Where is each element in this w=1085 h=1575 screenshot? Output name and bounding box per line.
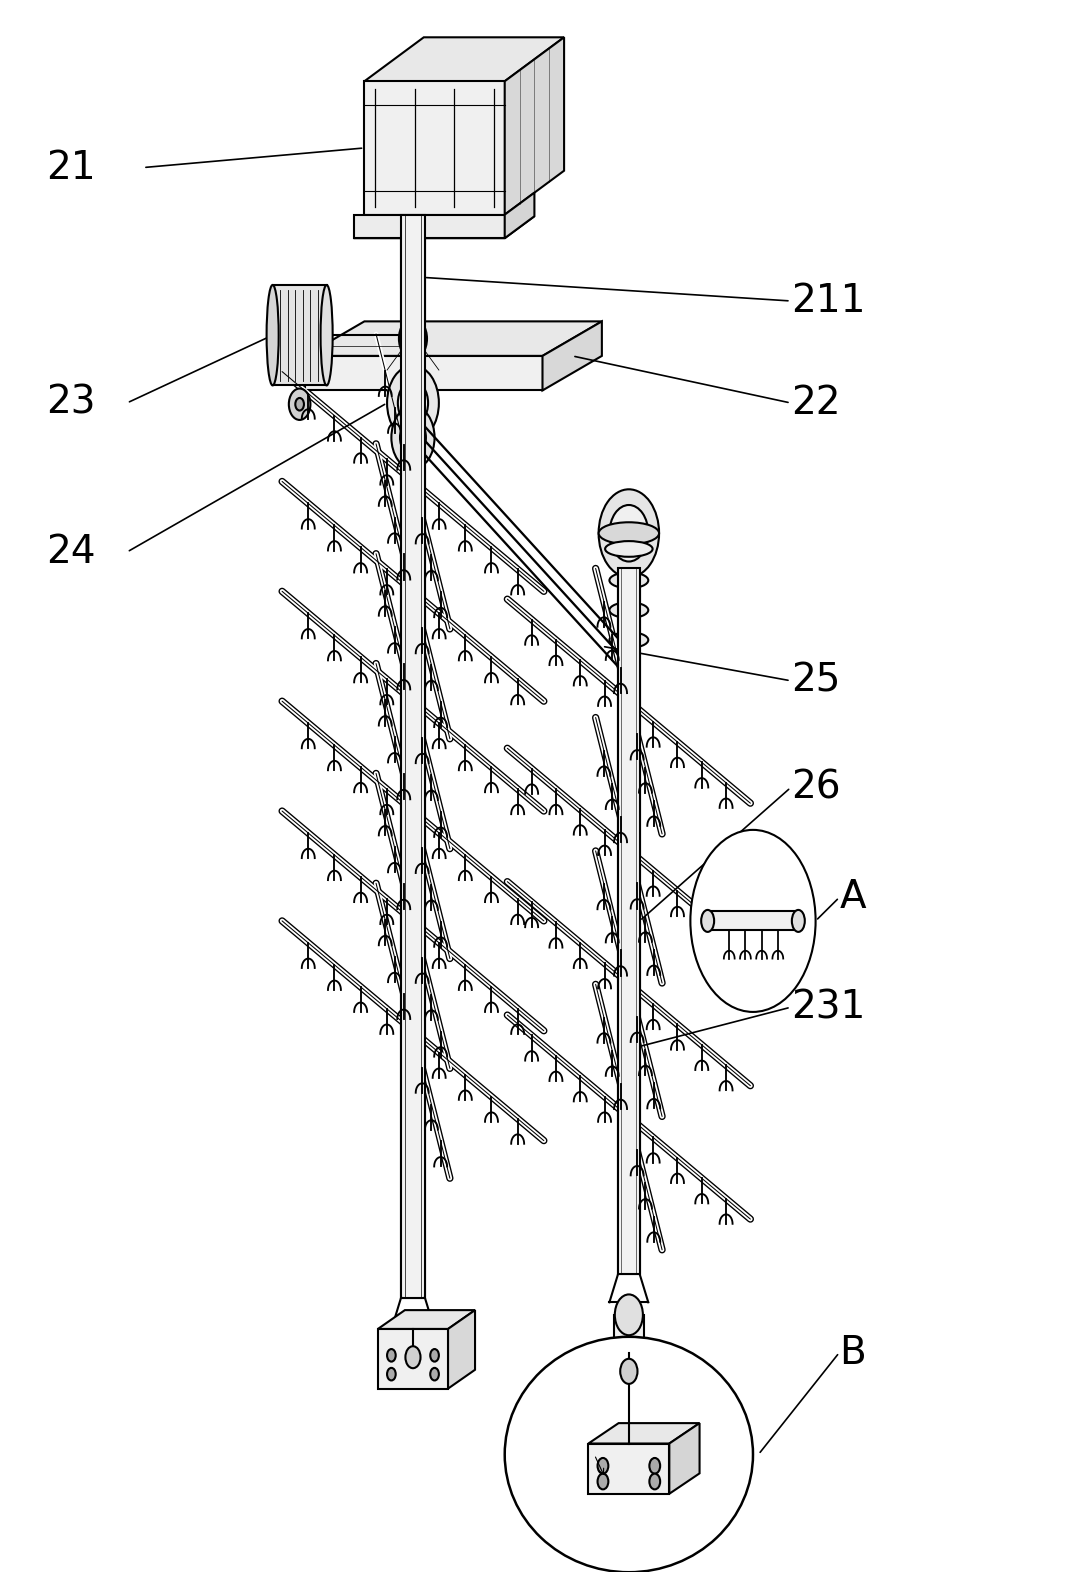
Ellipse shape bbox=[610, 602, 648, 617]
Bar bbox=[272, 285, 327, 386]
Polygon shape bbox=[378, 1329, 448, 1389]
Circle shape bbox=[401, 1321, 425, 1356]
Ellipse shape bbox=[505, 1337, 753, 1572]
Ellipse shape bbox=[320, 285, 333, 386]
Circle shape bbox=[649, 1474, 660, 1490]
Text: 24: 24 bbox=[46, 532, 95, 572]
Circle shape bbox=[598, 1458, 609, 1474]
Polygon shape bbox=[305, 321, 602, 356]
Circle shape bbox=[406, 1347, 421, 1369]
Circle shape bbox=[621, 1359, 638, 1384]
Ellipse shape bbox=[792, 910, 805, 932]
Ellipse shape bbox=[610, 632, 648, 647]
Ellipse shape bbox=[599, 523, 659, 545]
Polygon shape bbox=[542, 321, 602, 391]
Circle shape bbox=[399, 318, 427, 359]
Circle shape bbox=[615, 1295, 643, 1336]
Ellipse shape bbox=[610, 572, 648, 587]
Ellipse shape bbox=[267, 285, 279, 386]
Polygon shape bbox=[378, 1310, 475, 1329]
Text: 21: 21 bbox=[46, 148, 95, 186]
Ellipse shape bbox=[701, 910, 714, 932]
Polygon shape bbox=[505, 192, 535, 238]
Circle shape bbox=[398, 381, 429, 425]
Polygon shape bbox=[381, 340, 445, 375]
Circle shape bbox=[400, 419, 426, 457]
Ellipse shape bbox=[605, 542, 652, 558]
Circle shape bbox=[295, 398, 304, 411]
Bar bbox=[403, 238, 424, 340]
Polygon shape bbox=[354, 214, 505, 238]
Circle shape bbox=[289, 389, 310, 421]
Text: 23: 23 bbox=[46, 384, 95, 422]
Circle shape bbox=[598, 1474, 609, 1490]
Polygon shape bbox=[390, 340, 437, 369]
Bar bbox=[618, 567, 640, 1274]
Text: A: A bbox=[840, 879, 866, 917]
Polygon shape bbox=[505, 38, 564, 214]
Text: 26: 26 bbox=[791, 769, 841, 806]
Polygon shape bbox=[305, 356, 542, 391]
Circle shape bbox=[610, 506, 648, 562]
Circle shape bbox=[649, 1458, 660, 1474]
Text: 231: 231 bbox=[791, 988, 865, 1027]
Polygon shape bbox=[669, 1424, 700, 1493]
Circle shape bbox=[387, 1367, 396, 1380]
Bar bbox=[401, 214, 425, 1298]
Bar bbox=[401, 214, 425, 1298]
Polygon shape bbox=[588, 1424, 700, 1444]
Bar bbox=[618, 567, 640, 1274]
Text: 25: 25 bbox=[791, 662, 840, 699]
Circle shape bbox=[387, 1350, 396, 1362]
Polygon shape bbox=[365, 38, 564, 82]
Text: B: B bbox=[840, 1334, 866, 1372]
Circle shape bbox=[392, 406, 435, 469]
Polygon shape bbox=[365, 82, 505, 214]
Text: 211: 211 bbox=[791, 282, 865, 320]
Circle shape bbox=[599, 490, 659, 576]
Text: 22: 22 bbox=[791, 384, 840, 422]
Polygon shape bbox=[588, 1444, 669, 1493]
Polygon shape bbox=[448, 1310, 475, 1389]
Polygon shape bbox=[354, 216, 535, 238]
Circle shape bbox=[431, 1367, 438, 1380]
Circle shape bbox=[690, 830, 816, 1011]
Bar bbox=[614, 1315, 644, 1381]
Bar bbox=[707, 912, 799, 931]
Ellipse shape bbox=[614, 1369, 644, 1392]
Circle shape bbox=[387, 365, 438, 441]
Circle shape bbox=[431, 1350, 438, 1362]
